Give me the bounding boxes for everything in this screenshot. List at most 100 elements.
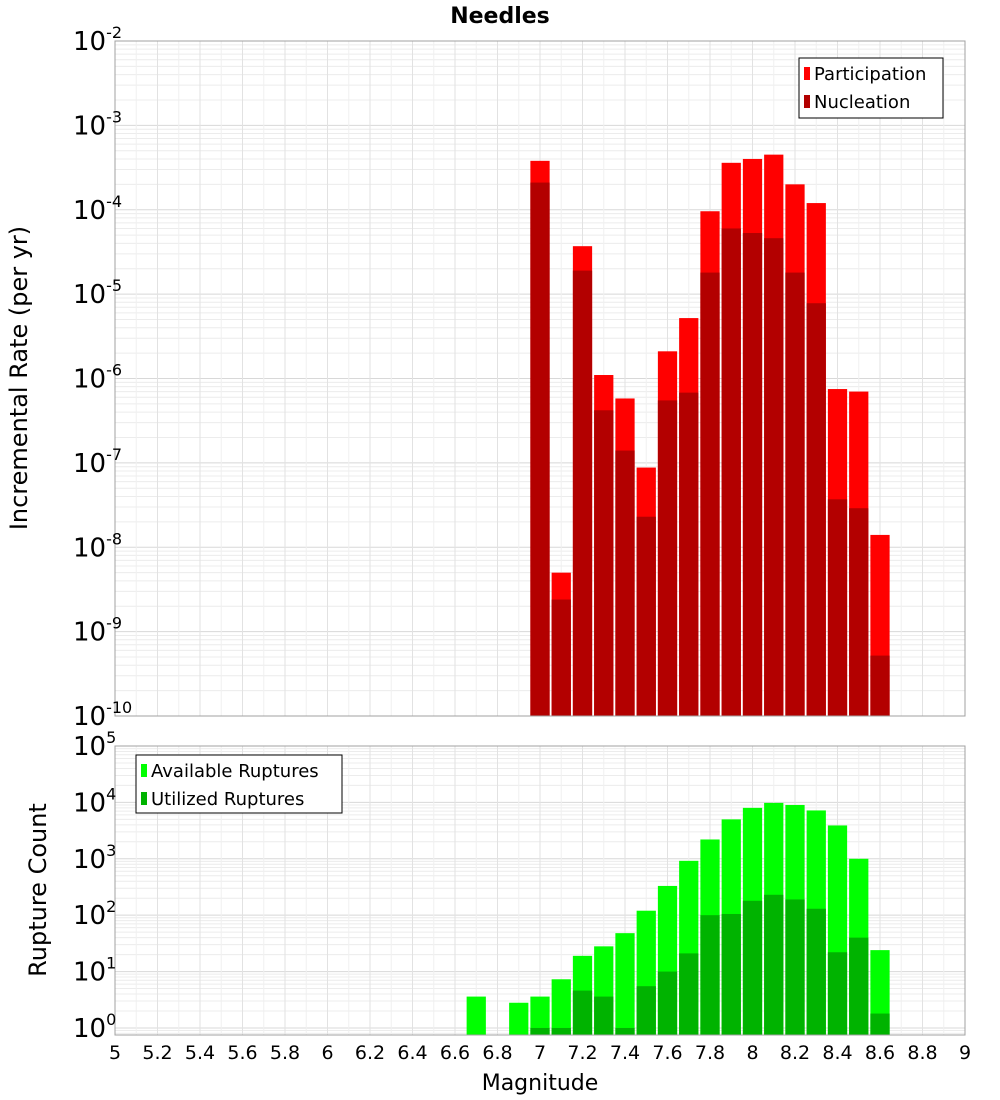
x-tick-label: 7.2	[567, 1042, 597, 1064]
legend-box	[798, 57, 944, 119]
x-tick-label: 6.6	[440, 1042, 470, 1064]
y-tick-label: 103	[73, 841, 116, 875]
x-tick-label: 7.4	[610, 1042, 640, 1064]
legend-label: Nucleation	[814, 92, 910, 113]
x-tick-label: 5.8	[270, 1042, 300, 1064]
nucleation-bar	[594, 410, 614, 716]
available-ruptures-bar	[466, 996, 486, 1035]
utilized-ruptures-bar	[849, 937, 869, 1035]
x-tick-label: 6	[321, 1042, 333, 1064]
x-tick-label: 5.6	[227, 1042, 257, 1064]
x-tick-label: 7.6	[652, 1042, 682, 1064]
available-ruptures-bar	[509, 1002, 529, 1035]
legend-label: Participation	[814, 64, 926, 85]
bottom-legend: Available Ruptures Utilized Ruptures	[135, 754, 343, 814]
y-tick-label: 10-2	[73, 23, 122, 57]
utilized-ruptures-bar	[530, 1027, 550, 1035]
x-axis-label: Magnitude	[482, 1071, 599, 1096]
x-tick-label: 8.6	[865, 1042, 895, 1064]
utilized-ruptures-bar	[551, 1027, 571, 1035]
nucleation-bar	[785, 272, 805, 716]
x-tick-labels: 5 5.2 5.4 5.6 5.8 6 6.2 6.4 6.6 6.8 7 7.2 7.4 7.6 7.8 8…	[109, 1042, 971, 1064]
x-tick-label: 6.4	[397, 1042, 427, 1064]
top-y-axis-label: Incremental Rate (per yr)	[5, 226, 33, 530]
x-tick-label: 7	[534, 1042, 546, 1064]
y-tick-label: 105	[73, 728, 116, 762]
utilized-ruptures-bar	[870, 1013, 890, 1035]
y-tick-label: 100	[73, 1010, 116, 1044]
legend-label: Utilized Ruptures	[151, 789, 304, 810]
y-tick-label: 10-10	[73, 698, 132, 732]
utilized-ruptures-bar	[594, 996, 614, 1035]
x-tick-label: 5.4	[185, 1042, 215, 1064]
legend-swatch	[141, 792, 147, 805]
utilized-ruptures-bar	[721, 913, 741, 1035]
available-ruptures-bar	[615, 933, 635, 1035]
top-y-tick-labels: 10-2 10-3 10-4 10-5 10-6 10-7 10-8 10-9 10-10	[73, 23, 132, 732]
bottom-y-axis-label: Rupture Count	[24, 803, 52, 977]
utilized-ruptures-bar	[806, 908, 826, 1035]
utilized-ruptures-bar	[657, 971, 678, 1035]
nucleation-bar	[721, 228, 741, 716]
legend-box	[135, 754, 343, 814]
top-plot-frame	[114, 40, 966, 717]
utilized-ruptures-bar	[615, 1027, 635, 1035]
nucleation-bar	[764, 238, 784, 716]
bottom-bars	[466, 802, 890, 1035]
nucleation-bar	[636, 516, 656, 716]
x-tick-label: 9	[959, 1042, 971, 1064]
nucleation-bar	[827, 499, 848, 716]
y-tick-label: 101	[73, 954, 116, 988]
utilized-ruptures-bar	[785, 899, 805, 1035]
nucleation-bar	[615, 450, 635, 716]
utilized-ruptures-bar	[764, 894, 784, 1035]
nucleation-bar	[700, 272, 720, 716]
y-tick-label: 102	[73, 897, 116, 931]
y-tick-label: 10-4	[73, 192, 122, 226]
x-tick-label: 7.8	[695, 1042, 725, 1064]
nucleation-bar	[679, 392, 699, 716]
utilized-ruptures-bar	[572, 990, 593, 1035]
x-tick-label: 8.8	[907, 1042, 937, 1064]
top-panel: 10-2 10-3 10-4 10-5 10-6 10-7 10-8 10-9 10-10 Par…	[73, 23, 966, 732]
x-tick-label: 8.2	[780, 1042, 810, 1064]
bottom-plot-frame	[114, 745, 966, 1036]
y-tick-label: 104	[73, 784, 116, 818]
legend-swatch	[804, 95, 810, 108]
x-tick-label: 5.2	[142, 1042, 172, 1064]
nucleation-bar	[530, 182, 550, 716]
utilized-ruptures-bar	[827, 952, 848, 1035]
nucleation-bar	[551, 599, 571, 716]
legend-swatch	[141, 764, 147, 777]
utilized-ruptures-bar	[636, 986, 656, 1035]
x-tick-label: 6.2	[355, 1042, 385, 1064]
top-bars	[530, 154, 890, 717]
y-tick-label: 10-7	[73, 445, 122, 479]
utilized-ruptures-bar	[742, 900, 763, 1035]
y-tick-label: 10-3	[73, 107, 122, 141]
x-tick-label: 8	[746, 1042, 758, 1064]
y-tick-label: 10-8	[73, 529, 122, 563]
nucleation-bar	[742, 233, 763, 716]
utilized-ruptures-bar	[700, 915, 720, 1035]
x-tick-label: 5	[109, 1042, 121, 1064]
nucleation-bar	[849, 508, 869, 716]
legend-label: Available Ruptures	[151, 761, 319, 782]
y-tick-label: 10-5	[73, 276, 122, 310]
nucleation-bar	[572, 270, 593, 716]
x-tick-label: 8.4	[822, 1042, 852, 1064]
chart-title: Needles	[450, 4, 550, 29]
x-tick-label: 6.8	[482, 1042, 512, 1064]
nucleation-bar	[870, 655, 890, 716]
bottom-y-tick-labels: 105 104 103 102 101 100	[73, 728, 116, 1044]
top-legend: Participation Nucleation	[798, 57, 944, 119]
nucleation-bar	[657, 400, 678, 716]
legend-swatch	[804, 67, 810, 80]
y-tick-label: 10-9	[73, 614, 122, 648]
nucleation-bar	[806, 303, 826, 716]
utilized-ruptures-bar	[679, 953, 699, 1035]
y-tick-label: 10-6	[73, 361, 122, 395]
available-ruptures-bar	[551, 979, 571, 1035]
